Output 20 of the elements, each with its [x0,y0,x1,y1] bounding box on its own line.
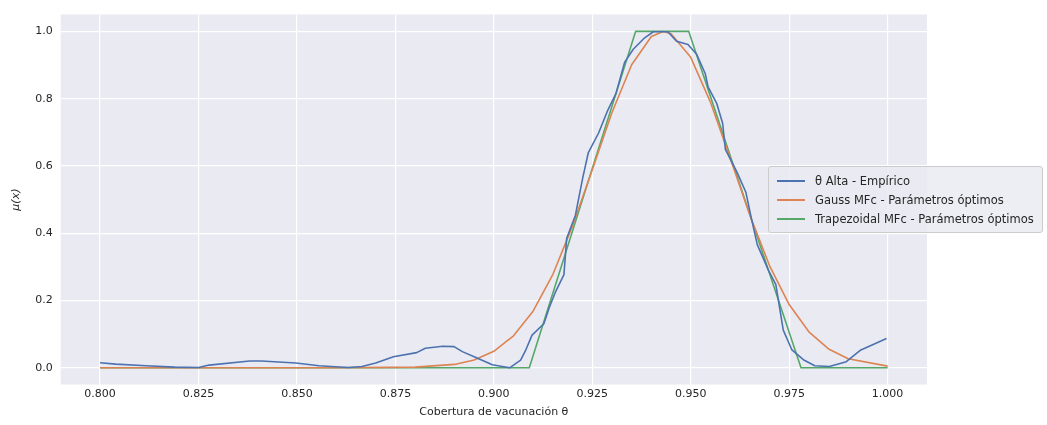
y-tick-label: 0.4 [35,226,53,240]
x-tick-label: 0.800 [84,387,116,401]
x-tick-label: 0.975 [773,387,805,401]
x-tick-label: 0.900 [478,387,510,401]
y-tick-label: 0.0 [35,360,53,374]
y-tick-label: 0.2 [35,293,53,307]
x-tick-label: 0.850 [281,387,313,401]
legend-label: θ Alta - Empírico [815,173,911,188]
y-tick-label: 1.0 [35,24,53,38]
legend-label: Trapezoidal MFc - Parámetros óptimos [815,211,1034,226]
x-axis-title: Cobertura de vacunación θ [419,405,569,419]
x-tick-label: 0.875 [379,387,412,401]
x-tick-label: 1.000 [871,387,904,401]
y-axis-title: μ(x) [9,188,23,212]
y-tick-label: 0.6 [35,158,53,172]
x-tick-label: 0.925 [576,387,609,401]
legend-label: Gauss MFc - Parámetros óptimos [815,192,1004,207]
x-tick-label: 0.825 [182,387,215,401]
y-tick-label: 0.8 [35,91,53,105]
x-tick-label: 0.950 [674,387,707,401]
